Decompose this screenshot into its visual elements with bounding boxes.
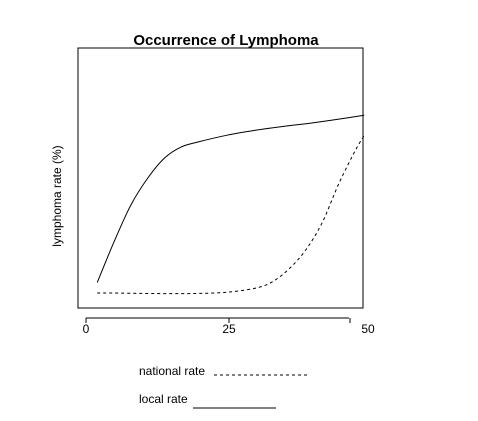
series-line-national-rate	[97, 135, 365, 295]
chart-title: Occurrence of Lymphoma	[133, 32, 319, 49]
legend: national rate local rate	[139, 364, 308, 409]
legend-label: local rate	[139, 392, 188, 406]
x-tick-label: 0	[83, 322, 90, 336]
legend-label: national rate	[139, 364, 205, 378]
series-line-local-rate	[96, 114, 365, 283]
y-axis-label: lymphoma rate (%)	[50, 145, 64, 246]
series-group	[96, 114, 365, 295]
x-tick-label: 25	[222, 322, 236, 336]
x-axis: 0 25 50	[83, 317, 375, 336]
plot-frame	[77, 47, 364, 309]
x-tick-label: 50	[361, 322, 375, 336]
